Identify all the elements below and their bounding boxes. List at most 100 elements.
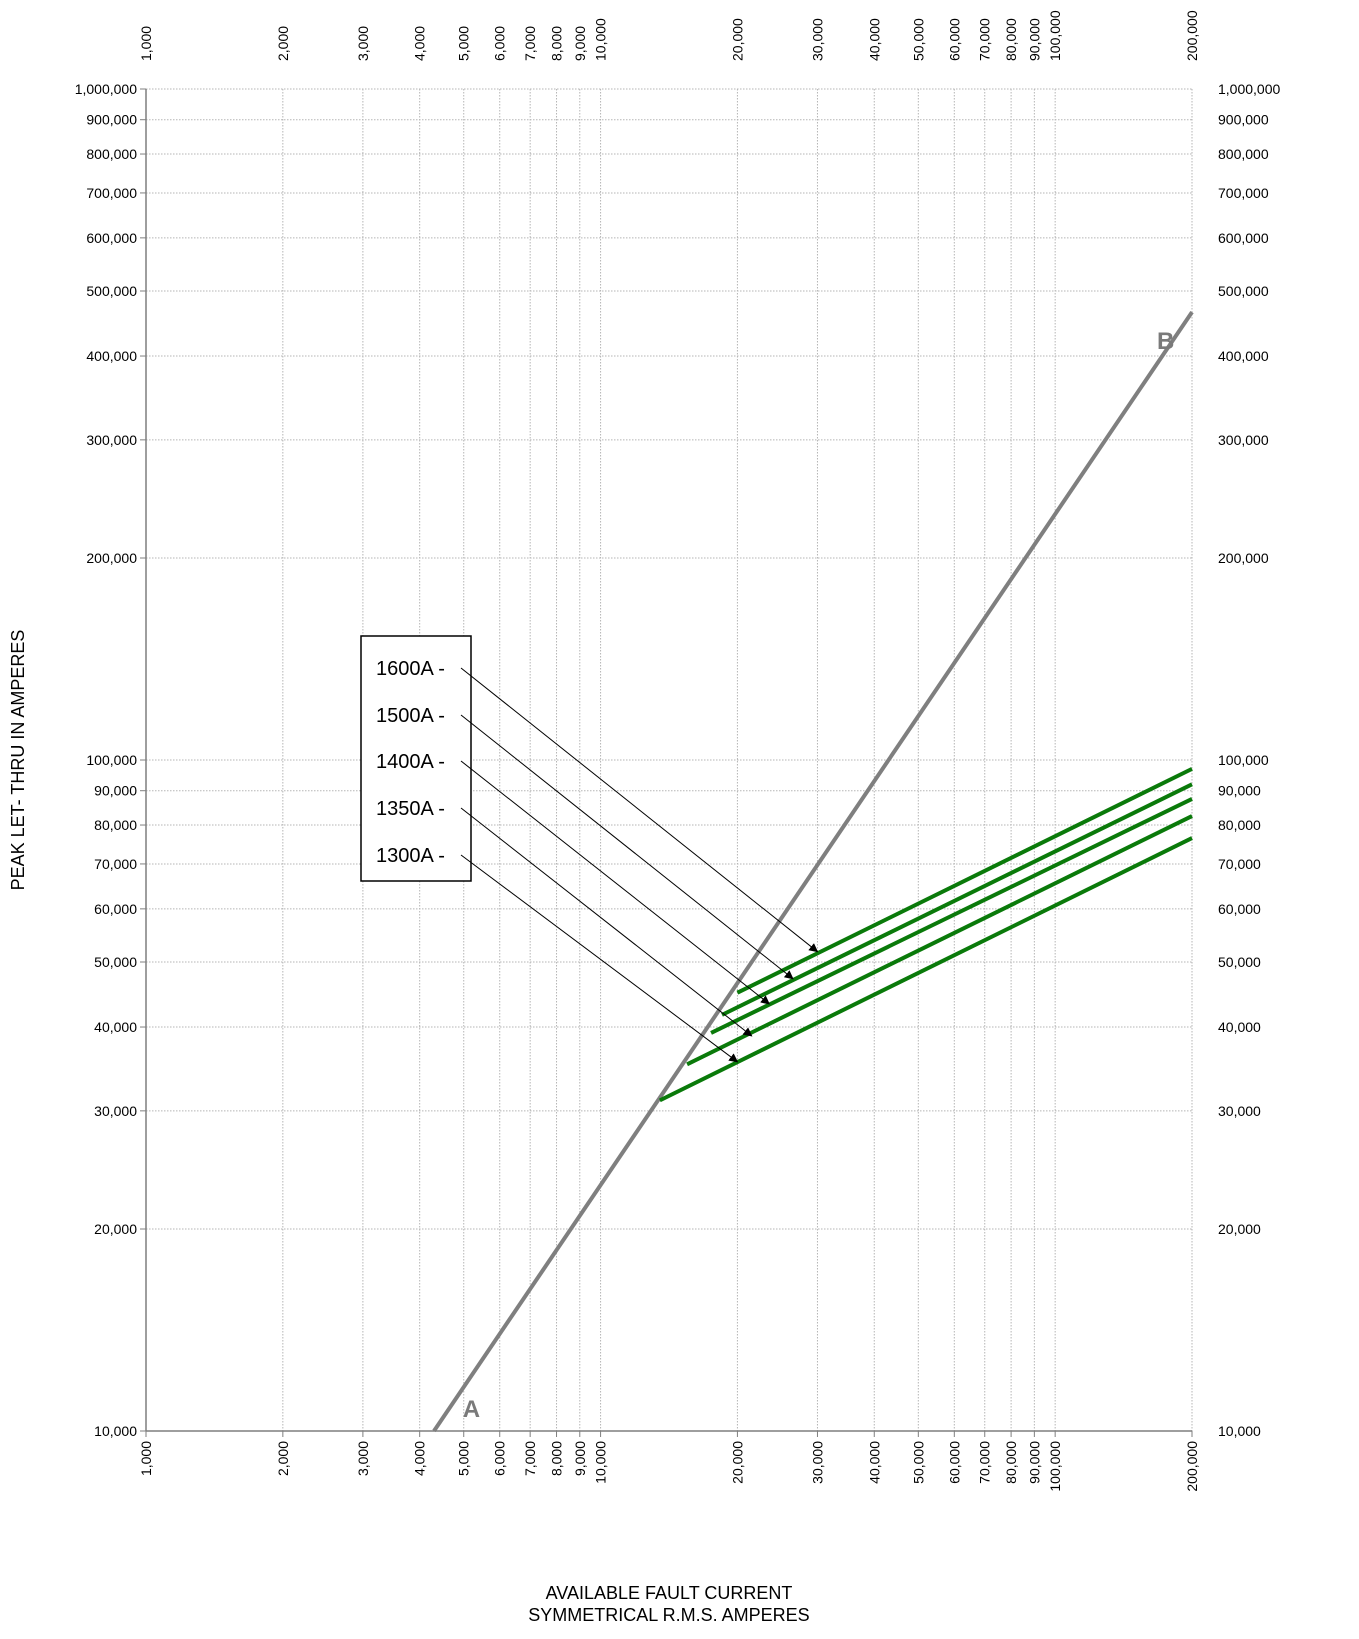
x-tick-label-top: 8,000 [549, 26, 565, 61]
series-line-1500a [721, 782, 1193, 1017]
reference-line [432, 311, 1194, 1433]
x-tick-label: 3,000 [355, 1441, 371, 1476]
y-tick-label-right: 60,000 [1218, 901, 1261, 917]
x-tick-label-top: 6,000 [492, 26, 508, 61]
legend-arrow [460, 807, 753, 1037]
y-tick-label: 300,000 [86, 432, 137, 448]
x-tick-label-top: 90,000 [1026, 18, 1042, 61]
x-tick-label: 70,000 [977, 1441, 993, 1484]
series-line-1400a [710, 797, 1193, 1035]
y-tick-label: 200,000 [86, 550, 137, 566]
y-tick-label: 700,000 [86, 185, 137, 201]
y-tick-label-right: 90,000 [1218, 783, 1261, 799]
y-tick-label-right: 10,000 [1218, 1423, 1261, 1439]
x-tick-label: 100,000 [1047, 1441, 1063, 1492]
x-tick-label-top: 100,000 [1047, 10, 1063, 61]
series-lines [658, 767, 1193, 1103]
legend-arrow [460, 714, 794, 980]
legend-label: 1350A - [376, 798, 445, 820]
axis-titles: AVAILABLE FAULT CURRENT SYMMETRICAL R.M.… [8, 630, 810, 1625]
x-tick-label-top: 40,000 [866, 18, 882, 61]
y-tick-label-right: 50,000 [1218, 954, 1261, 970]
y-tick-label: 70,000 [94, 856, 137, 872]
tick-labels: 1,000 1,000 2,000 2,000 3,000 3,000 4,000 4,000… [75, 10, 1281, 1491]
grid [145, 88, 1193, 1432]
series-line-1350a [686, 814, 1193, 1067]
x-tick-label-top: 20,000 [729, 18, 745, 61]
y-tick-label-right: 30,000 [1218, 1103, 1261, 1119]
reference-curve: AB [432, 311, 1194, 1433]
y-tick-label-right: 500,000 [1218, 283, 1269, 299]
curve-letter-label: A [463, 1396, 480, 1423]
x-tick-label-top: 200,000 [1184, 10, 1200, 61]
x-tick-label: 80,000 [1003, 1441, 1019, 1484]
legend-label: 1300A - [376, 845, 445, 867]
y-tick-label-right: 700,000 [1218, 185, 1269, 201]
y-tick-label-right: 80,000 [1218, 817, 1261, 833]
y-tick-label-right: 70,000 [1218, 856, 1261, 872]
y-tick-label-right: 900,000 [1218, 112, 1269, 128]
x-tick-label: 20,000 [729, 1441, 745, 1484]
series-line-1600a [736, 767, 1193, 995]
x-tick-label-top: 60,000 [946, 18, 962, 61]
x-tick-label: 30,000 [809, 1441, 825, 1484]
x-tick-label: 50,000 [910, 1441, 926, 1484]
y-tick-label: 1,000,000 [75, 81, 137, 97]
x-axis-title-line1: AVAILABLE FAULT CURRENT [546, 1583, 793, 1603]
y-tick-label-right: 20,000 [1218, 1221, 1261, 1237]
y-tick-label: 100,000 [86, 752, 137, 768]
x-axis-title-line2: SYMMETRICAL R.M.S. AMPERES [528, 1605, 809, 1625]
x-tick-label: 4,000 [412, 1441, 428, 1476]
y-tick-label-right: 400,000 [1218, 348, 1269, 364]
x-tick-label-top: 80,000 [1003, 18, 1019, 61]
x-tick-label-top: 4,000 [412, 26, 428, 61]
x-tick-label-top: 1,000 [138, 26, 154, 61]
x-tick-label-top: 30,000 [809, 18, 825, 61]
legend-arrow [460, 667, 819, 953]
legend-arrow [460, 760, 770, 1005]
axes [140, 88, 1193, 1437]
y-tick-label: 80,000 [94, 817, 137, 833]
y-tick-label: 400,000 [86, 348, 137, 364]
x-tick-label-top: 70,000 [977, 18, 993, 61]
x-tick-label-top: 5,000 [456, 26, 472, 61]
y-tick-label: 60,000 [94, 901, 137, 917]
series-line-1300a [658, 836, 1193, 1103]
x-tick-label-top: 10,000 [593, 18, 609, 61]
x-tick-label: 8,000 [549, 1441, 565, 1476]
y-tick-label: 900,000 [86, 112, 137, 128]
x-tick-label: 40,000 [866, 1441, 882, 1484]
y-tick-label: 50,000 [94, 954, 137, 970]
x-tick-label-top: 3,000 [355, 26, 371, 61]
y-tick-label-right: 40,000 [1218, 1019, 1261, 1035]
y-tick-label: 40,000 [94, 1019, 137, 1035]
x-tick-label: 6,000 [492, 1441, 508, 1476]
y-tick-label: 20,000 [94, 1221, 137, 1237]
y-tick-label: 10,000 [94, 1423, 137, 1439]
legend: 1600A - 1500A - 1400A - 1350A - 1300A - [360, 635, 819, 1063]
x-tick-label: 1,000 [138, 1441, 154, 1476]
legend-arrow [460, 854, 739, 1063]
y-tick-label-right: 1,000,000 [1218, 81, 1280, 97]
legend-label: 1400A - [376, 751, 445, 773]
x-tick-label: 10,000 [593, 1441, 609, 1484]
y-tick-label-right: 600,000 [1218, 230, 1269, 246]
x-tick-label-top: 50,000 [910, 18, 926, 61]
y-tick-label: 600,000 [86, 230, 137, 246]
y-tick-label-right: 200,000 [1218, 550, 1269, 566]
y-tick-label-right: 800,000 [1218, 146, 1269, 162]
legend-box [360, 635, 472, 882]
y-tick-label: 500,000 [86, 283, 137, 299]
y-tick-label-right: 100,000 [1218, 752, 1269, 768]
legend-label: 1600A - [376, 658, 445, 680]
x-tick-label: 200,000 [1184, 1441, 1200, 1492]
x-tick-label: 9,000 [572, 1441, 588, 1476]
y-tick-label: 30,000 [94, 1103, 137, 1119]
x-tick-label: 90,000 [1026, 1441, 1042, 1484]
y-tick-label-right: 300,000 [1218, 432, 1269, 448]
x-tick-label: 5,000 [456, 1441, 472, 1476]
x-tick-label-top: 7,000 [522, 26, 538, 61]
x-tick-label: 60,000 [946, 1441, 962, 1484]
y-tick-label: 90,000 [94, 783, 137, 799]
